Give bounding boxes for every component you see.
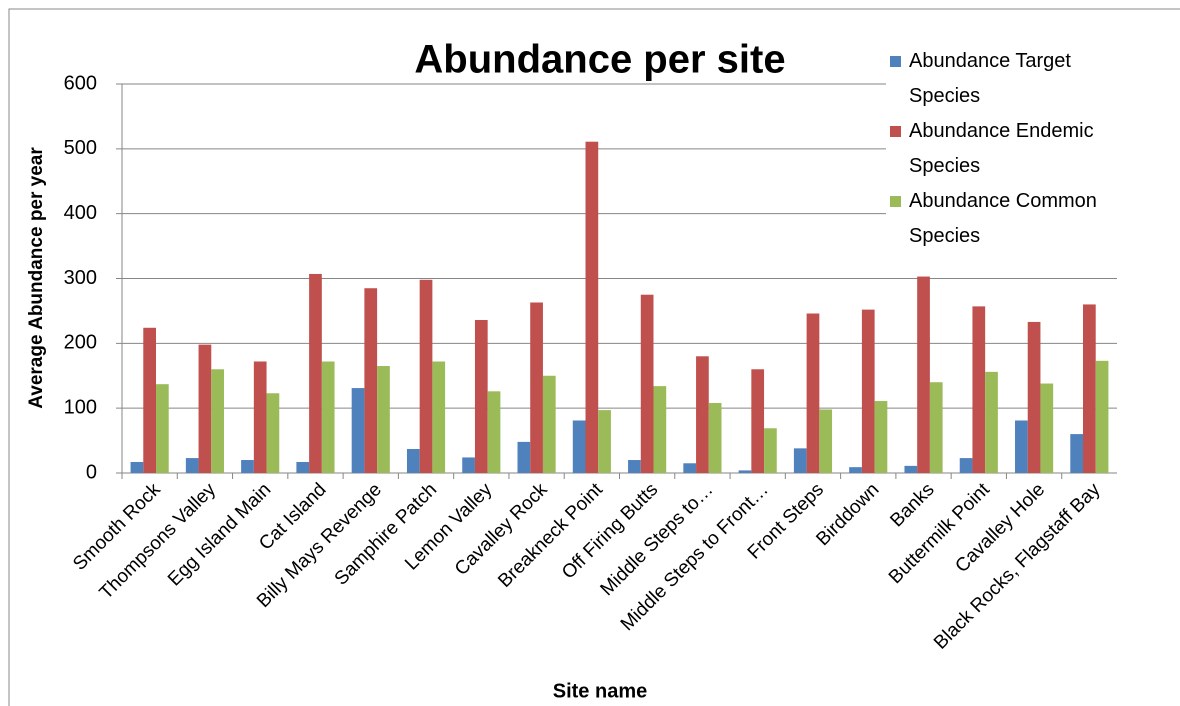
bar [572, 420, 586, 473]
legend-label: Abundance Endemic Species [909, 120, 1094, 177]
bar [266, 393, 280, 473]
bar [793, 448, 807, 473]
bar [585, 141, 599, 473]
frame [8, 8, 1180, 706]
bar [321, 361, 335, 473]
bar [309, 273, 322, 473]
bar [241, 460, 254, 473]
bar [406, 449, 420, 473]
bar [130, 461, 144, 473]
bar [959, 458, 973, 473]
bar [874, 401, 888, 473]
bar [1095, 360, 1109, 473]
legend-label: Abundance Common Species [909, 190, 1097, 247]
bar [806, 313, 820, 473]
bar [364, 288, 378, 473]
bar [917, 276, 930, 473]
bar [1040, 383, 1054, 473]
legend-swatch [890, 126, 901, 137]
bar [751, 369, 765, 473]
x-axis-label: Site name [553, 680, 647, 702]
bar [351, 388, 365, 473]
bar [185, 458, 199, 473]
y-tick-label: 300 [64, 267, 97, 289]
bar [530, 302, 543, 473]
legend: Abundance Target Species Abundance Endemi… [886, 44, 1126, 254]
bar [985, 371, 998, 473]
y-tick-label: 600 [64, 72, 97, 94]
bar [598, 410, 611, 473]
bar [1027, 321, 1041, 473]
bar [972, 306, 986, 473]
y-tick-label: 400 [64, 202, 97, 224]
bar [1015, 420, 1028, 473]
bar [377, 366, 390, 473]
bar [929, 382, 943, 473]
bar [462, 457, 475, 473]
bar [296, 461, 310, 473]
y-tick-label: 100 [64, 396, 97, 418]
bar [861, 309, 875, 473]
legend-item: Abundance Common Species [886, 184, 1126, 254]
x-tick-label: Buttermilk Point [885, 479, 994, 588]
y-tick-label: 200 [64, 332, 97, 354]
legend-swatch [890, 196, 901, 207]
x-tick-label: Samphire Patch [331, 479, 441, 589]
bar [419, 279, 433, 473]
bar [738, 470, 752, 473]
bar [542, 375, 556, 473]
bar [432, 361, 446, 473]
bar [143, 327, 156, 473]
bar [628, 460, 641, 473]
legend-item: Abundance Endemic Species [886, 114, 1126, 184]
bar [696, 356, 709, 473]
bars [130, 141, 1109, 473]
y-axis-label: Average Abundance per year [26, 147, 47, 409]
bar [708, 402, 722, 473]
bar [1070, 434, 1084, 473]
bar [819, 409, 833, 473]
bar [517, 441, 531, 473]
bar [211, 369, 224, 473]
bar [849, 467, 862, 473]
legend-label: Abundance Target Species [909, 50, 1071, 107]
chart-title: Abundance per site [414, 38, 785, 82]
bar [487, 391, 501, 473]
legend-swatch [890, 56, 901, 67]
x-tick-label: Off Firing Butts [558, 479, 662, 583]
bar [198, 344, 212, 473]
y-tick-label: 500 [64, 137, 97, 159]
bar [764, 428, 777, 473]
bar [640, 294, 654, 473]
bar [253, 361, 267, 473]
x-tick-label: Banks [886, 479, 938, 531]
bar [1083, 304, 1096, 473]
bar [683, 463, 697, 473]
y-tick-label: 0 [86, 461, 97, 483]
bar [904, 465, 918, 473]
bar [474, 319, 488, 473]
legend-item: Abundance Target Species [886, 44, 1126, 114]
x-tick-label: Egg Island Main [164, 479, 275, 590]
bar [155, 384, 169, 473]
bar [653, 386, 667, 473]
